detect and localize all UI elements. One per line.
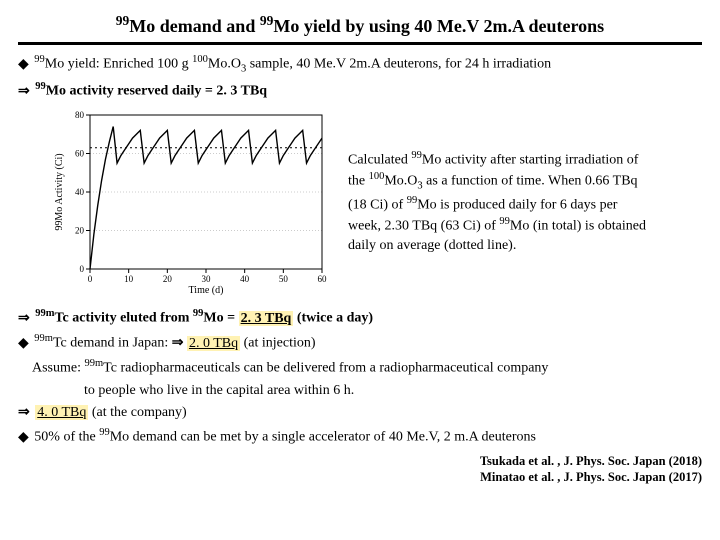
- t: Assume:: [32, 361, 85, 376]
- t: Mo yield: Enriched 100 g: [45, 57, 192, 72]
- sup: 99: [35, 81, 46, 92]
- reserved-line: 99Mo activity reserved daily = 2. 3 TBq: [18, 80, 702, 101]
- hl: 2. 0 TBq: [187, 336, 240, 351]
- sup: 99: [34, 54, 45, 65]
- t: Mo.O: [208, 57, 241, 72]
- svg-text:Time (d): Time (d): [189, 285, 224, 296]
- t: (at the company): [88, 405, 186, 420]
- t: sample, 40 Me.V 2m.A deuterons, for 24 h…: [246, 57, 551, 72]
- activity-chart: 0 10 20 30 40 50 60 0 20 40 60 80 Time (d) 99Mo Activ…: [50, 107, 330, 297]
- t: Mo demand and: [129, 16, 260, 36]
- page-title: 99Mo demand and 99Mo yield by using 40 M…: [18, 12, 702, 45]
- svg-text:20: 20: [75, 226, 85, 236]
- svg-text:10: 10: [124, 274, 133, 284]
- conclusion-line: 50% of the 99Mo demand can be met by a s…: [18, 426, 702, 447]
- svg-text:20: 20: [163, 274, 173, 284]
- sup: 99: [411, 150, 422, 161]
- t: Mo activity reserved daily = 2. 3 TBq: [46, 84, 267, 99]
- svg-text:30: 30: [202, 274, 212, 284]
- t: Tc activity eluted from: [54, 311, 192, 326]
- references: Tsukada et al. , J. Phys. Soc. Japan (20…: [18, 453, 702, 486]
- sup: 99m: [85, 358, 104, 369]
- t: 50% of the: [34, 430, 99, 445]
- t: Calculated: [348, 152, 411, 167]
- hl: 2. 3 TBq: [239, 311, 294, 326]
- assume-line: Assume: 99mTc radiopharmaceuticals can b…: [32, 357, 702, 378]
- t: (at injection): [240, 336, 315, 351]
- ref-2: Minatao et al. , J. Phys. Soc. Japan (20…: [18, 469, 702, 485]
- demand-line: 99mTc demand in Japan: ⇒ 2. 0 TBq (at in…: [18, 332, 702, 353]
- sup: 99: [99, 427, 110, 438]
- svg-text:0: 0: [88, 274, 93, 284]
- t: (twice a day): [293, 311, 373, 326]
- svg-text:50: 50: [279, 274, 289, 284]
- sup: 99m: [34, 333, 53, 344]
- svg-text:0: 0: [80, 264, 85, 274]
- sup: 99: [260, 13, 274, 28]
- sup: 100: [192, 54, 208, 65]
- svg-text:99Mo Activity (Ci): 99Mo Activity (Ci): [54, 154, 65, 231]
- hl: 4. 0 TBq: [35, 405, 88, 420]
- t: Mo yield by using 40 Me.V 2m.A deuterons: [273, 16, 604, 36]
- assume-line-2: to people who live in the capital area w…: [84, 382, 702, 400]
- sup: 99m: [35, 308, 54, 319]
- svg-text:40: 40: [240, 274, 250, 284]
- sup: 99: [193, 308, 204, 319]
- svg-text:80: 80: [75, 110, 85, 120]
- sup: 99: [407, 195, 418, 206]
- svg-text:60: 60: [318, 274, 328, 284]
- figure-wrap: 0 10 20 30 40 50 60 0 20 40 60 80 Time (d) 99Mo Activ…: [50, 107, 702, 297]
- svg-text:40: 40: [75, 187, 85, 197]
- figure-caption: Calculated 99Mo activity after starting …: [348, 149, 648, 256]
- sup: 99: [116, 13, 130, 28]
- t: Mo demand can be met by a single acceler…: [110, 430, 536, 445]
- sup: 100: [369, 171, 385, 182]
- t: Tc radiopharmaceuticals can be delivered…: [103, 361, 548, 376]
- sup: 99: [499, 216, 510, 227]
- t: Tc demand in Japan:: [53, 336, 172, 351]
- ref-1: Tsukada et al. , J. Phys. Soc. Japan (20…: [18, 453, 702, 469]
- svg-text:60: 60: [75, 149, 85, 159]
- company-line: 4. 0 TBq (at the company): [18, 404, 702, 422]
- yield-line: 99Mo yield: Enriched 100 g 100Mo.O3 samp…: [18, 53, 702, 76]
- t: Mo =: [203, 311, 238, 326]
- t: Mo.O: [384, 174, 417, 189]
- tc-eluted-line: 99mTc activity eluted from 99Mo = 2. 3 T…: [18, 307, 702, 328]
